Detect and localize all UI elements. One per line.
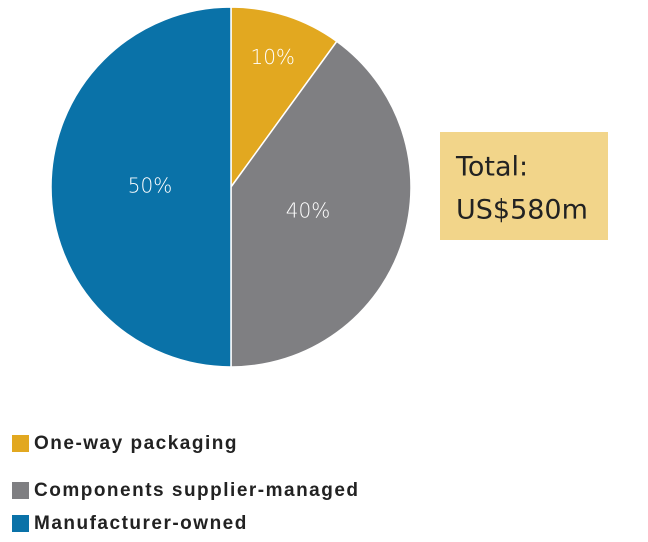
annotation-box (440, 132, 608, 240)
legend-swatch (12, 482, 29, 499)
legend-swatch (12, 515, 29, 532)
value-label: 40% (286, 199, 330, 223)
annotation: US$580m (456, 195, 588, 226)
pie-slice (50, 6, 232, 368)
pie-slice (230, 6, 338, 190)
legend-label: Components supplier-managed (34, 480, 360, 501)
pie-slice (230, 40, 412, 368)
legend-swatch (12, 435, 29, 452)
annotation: Total: (455, 152, 528, 183)
value-label: 50% (128, 174, 172, 198)
value-label: 10% (250, 45, 294, 69)
legend-label: Manufacturer-owned (34, 513, 248, 534)
legend-label: One-way packaging (34, 433, 238, 454)
